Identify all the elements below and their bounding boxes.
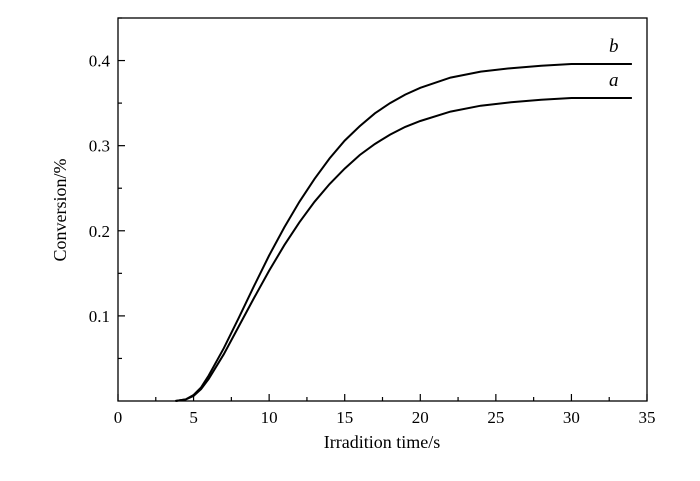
ticks: 0 5 10 15 20 25 30 35 0.1 0.2 0.3 0.4 xyxy=(89,17,656,427)
x-tick-label: 35 xyxy=(639,408,656,427)
y-tick-label: 0.2 xyxy=(89,222,110,241)
x-tick-label: 25 xyxy=(487,408,504,427)
series-line-b xyxy=(175,63,632,402)
x-tick-label: 20 xyxy=(412,408,429,427)
plot-frame xyxy=(117,17,648,402)
x-tick-label: 0 xyxy=(114,408,123,427)
x-tick-label: 30 xyxy=(563,408,580,427)
axes xyxy=(117,17,648,402)
x-axis-label: Irradition time/s xyxy=(324,432,440,452)
y-tick-label: 0.1 xyxy=(89,307,110,326)
series-group xyxy=(175,63,632,402)
x-tick-label: 10 xyxy=(261,408,278,427)
series-line-a xyxy=(175,97,632,402)
curve-labels: ba xyxy=(609,36,619,91)
curve-label-b: b xyxy=(609,36,619,57)
x-tick-label: 15 xyxy=(336,408,353,427)
y-tick-label: 0.3 xyxy=(89,137,110,156)
curve-label-a: a xyxy=(609,70,619,91)
y-tick-label: 0.4 xyxy=(89,52,111,71)
y-axis-label: Conversion/% xyxy=(50,159,70,262)
x-tick-label: 5 xyxy=(189,408,198,427)
